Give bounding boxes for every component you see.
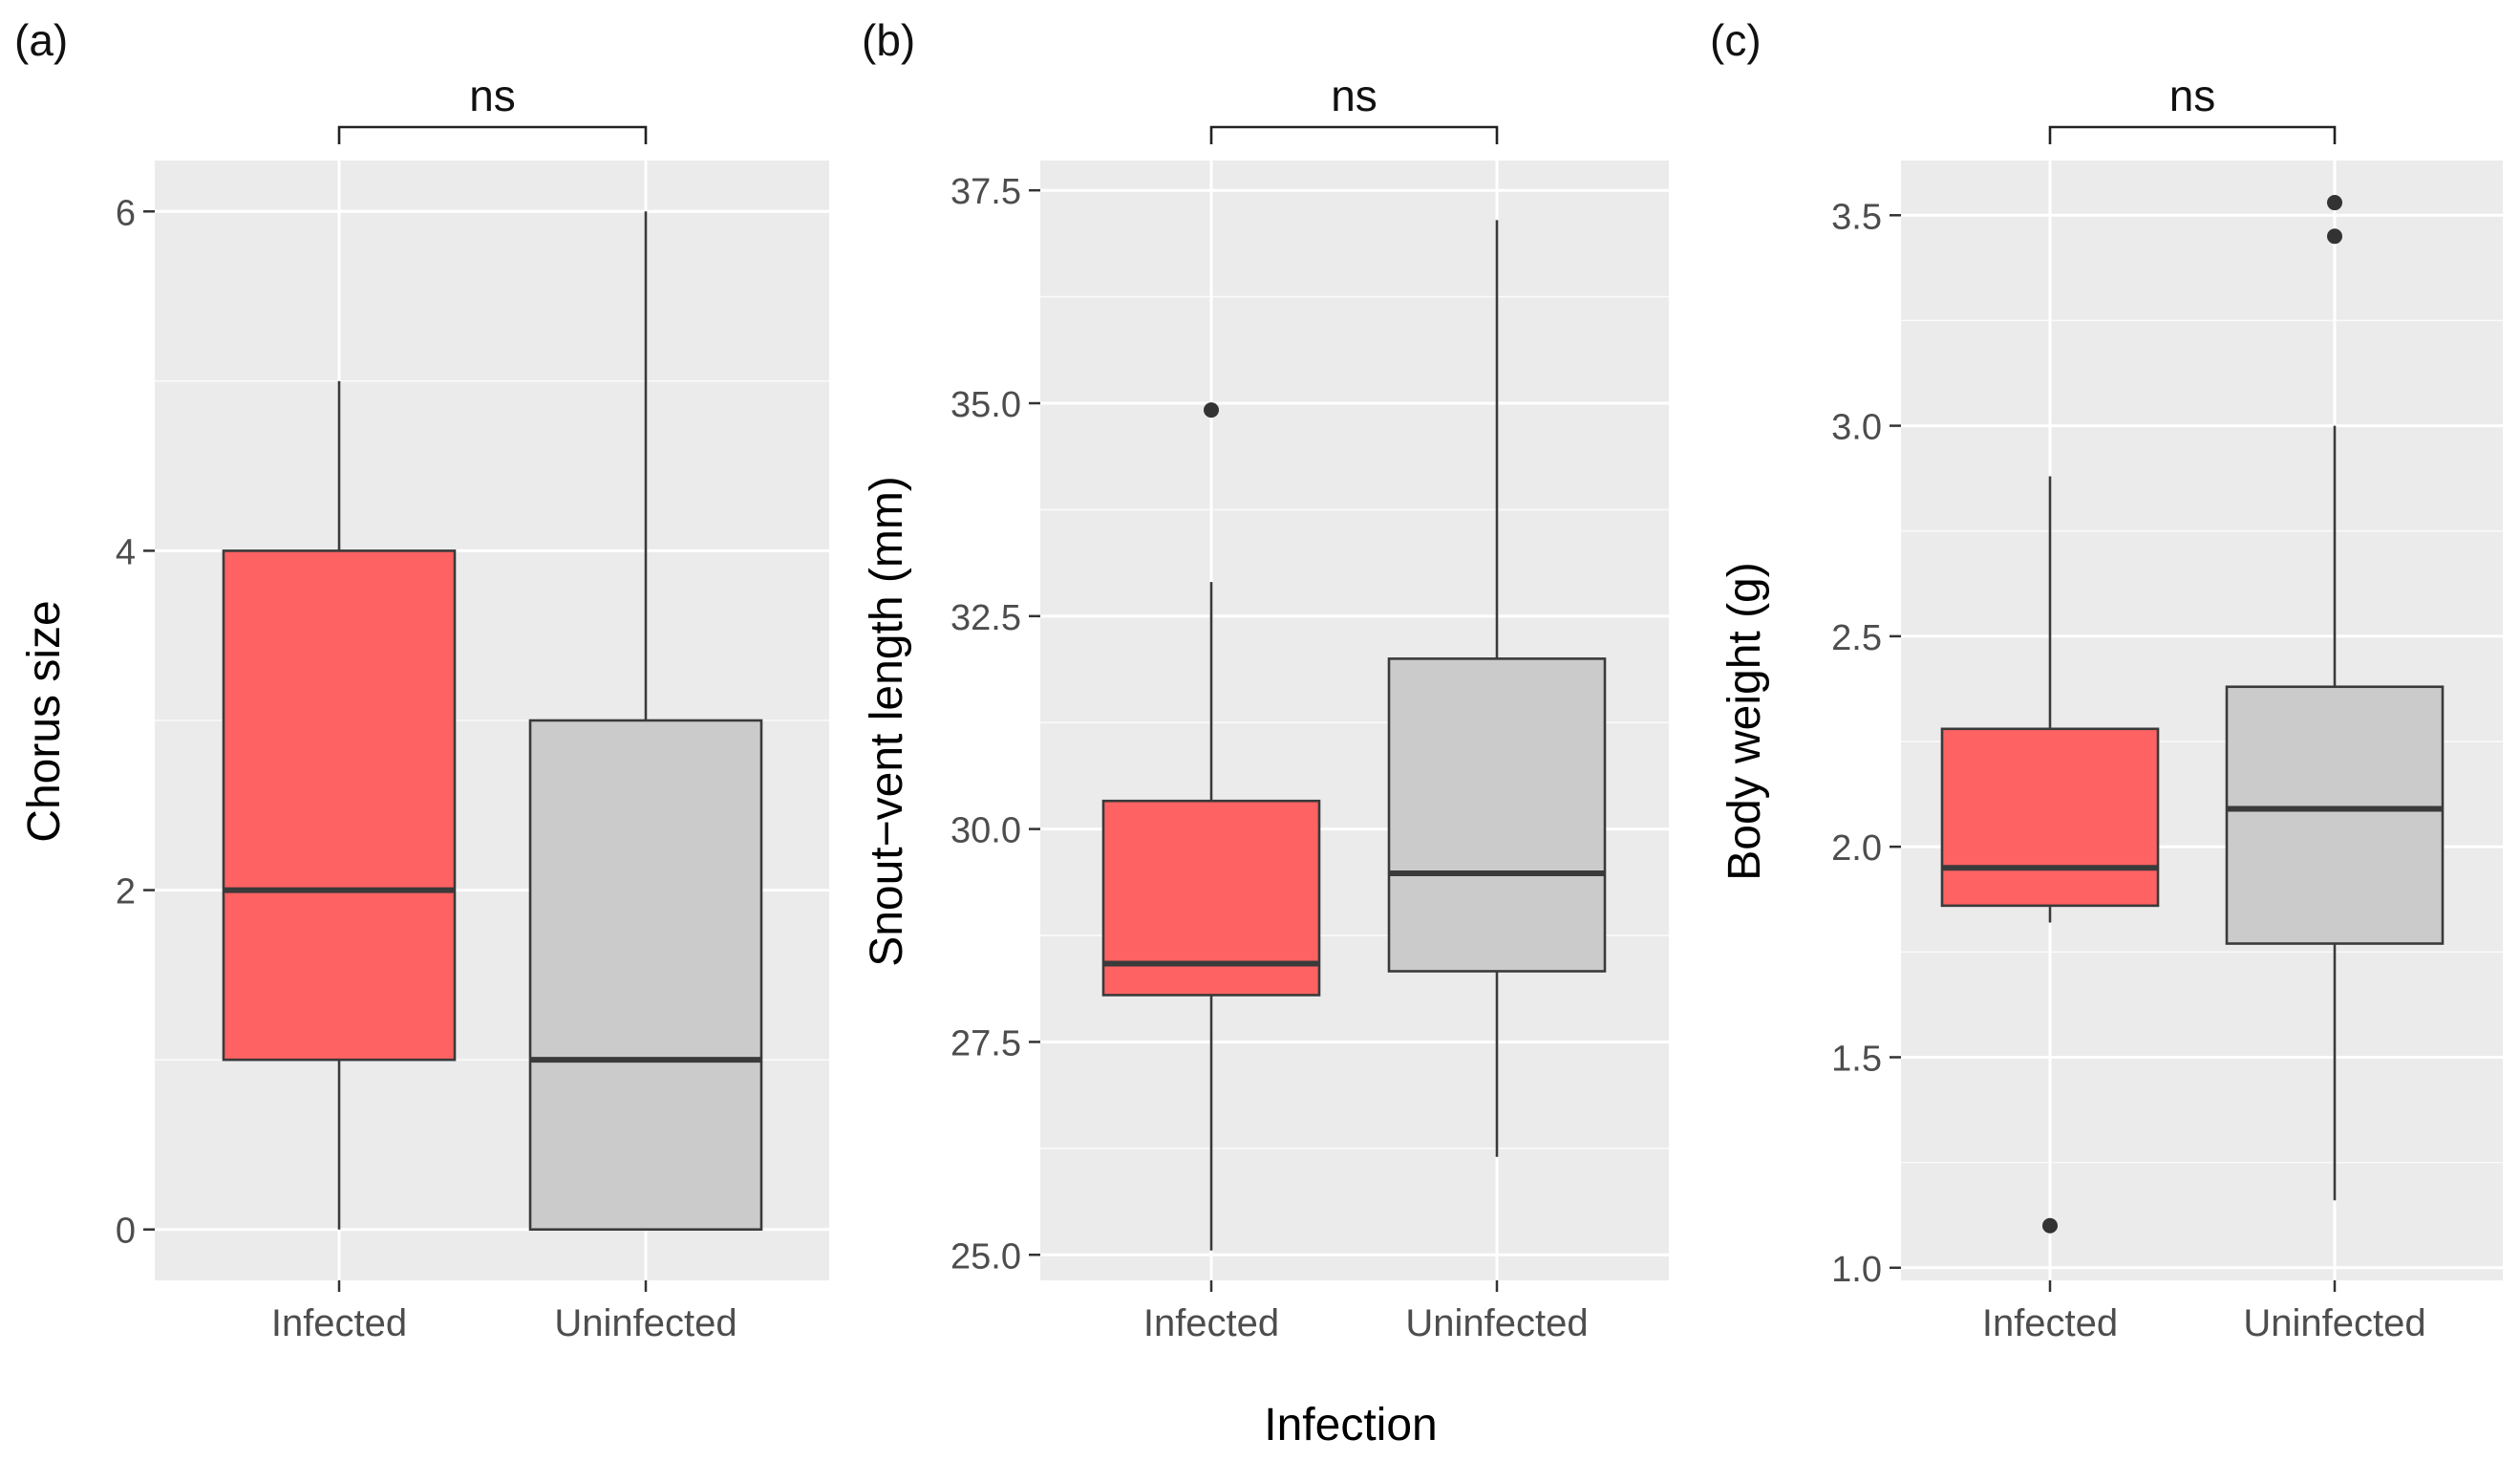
y-tick-label: 3.0 (1831, 408, 1882, 448)
significance-bracket (2048, 125, 2337, 144)
box-uninfected (528, 211, 763, 1232)
box-uninfected (1387, 220, 1607, 1157)
y-tick-label: 25.0 (950, 1236, 1021, 1277)
y-tick-label: 3.5 (1831, 197, 1882, 237)
outlier-point (2042, 1217, 2058, 1234)
y-tick-label: 32.5 (950, 598, 1021, 638)
x-tick-label: Uninfected (2243, 1302, 2425, 1344)
y-tick-label: 2.5 (1831, 618, 1882, 658)
y-tick-label: 35.0 (950, 385, 1021, 425)
panel-b: 25.0 27.5 30.0 32.5 35.0 37.5 Infected Uninfect… (862, 15, 1669, 1344)
iqr-box (1387, 657, 1607, 973)
x-tick-label: Infected (271, 1302, 407, 1344)
significance-bracket (1209, 125, 1499, 144)
panel-c: 1.0 1.5 2.0 2.5 3.0 3.5 Infected Uninfected ns (c… (1710, 15, 2503, 1344)
y-tick-label: 2 (116, 872, 136, 912)
y-tick-label: 4 (116, 532, 136, 572)
y-tick-label: 6 (116, 193, 136, 233)
box-infected (1940, 476, 2160, 1234)
significance-label: ns (2169, 71, 2216, 120)
y-tick-label: 30.0 (950, 811, 1021, 851)
y-axis-label: Snout−vent length (mm) (862, 476, 912, 967)
box-infected (1101, 402, 1321, 1251)
panel-label: (b) (862, 15, 915, 65)
y-axis-label: Chorus size (19, 600, 70, 842)
y-tick-label: 37.5 (950, 172, 1021, 212)
iqr-box (2225, 685, 2445, 945)
outlier-point (2327, 195, 2342, 211)
x-tick-label: Uninfected (554, 1302, 737, 1344)
x-tick-label: Infected (1982, 1302, 2118, 1344)
panel-a: 0 2 4 6 Infected Uninfected ns (a) Chorus size (14, 15, 829, 1344)
outlier-point (2327, 228, 2342, 245)
y-tick-label: 0 (116, 1212, 136, 1252)
iqr-box (1940, 727, 2160, 908)
y-tick-label: 1.0 (1831, 1250, 1882, 1290)
y-tick-label: 1.5 (1831, 1039, 1882, 1079)
y-axis-label: Body weight (g) (1719, 562, 1770, 881)
significance-label: ns (469, 71, 516, 120)
y-tick-label: 2.0 (1831, 828, 1882, 869)
x-tick-label: Infected (1143, 1302, 1279, 1344)
box-infected (222, 380, 457, 1230)
panel-label: (a) (14, 15, 68, 65)
panel-label: (c) (1710, 15, 1762, 65)
shared-x-axis-label: Infection (1264, 1400, 1437, 1450)
iqr-box (528, 719, 763, 1232)
outlier-point (1204, 402, 1219, 419)
y-tick-label: 27.5 (950, 1023, 1021, 1063)
significance-bracket (337, 125, 648, 144)
x-tick-label: Uninfected (1405, 1302, 1588, 1344)
significance-label: ns (1331, 71, 1377, 120)
box-uninfected (2225, 195, 2445, 1201)
iqr-box (222, 549, 457, 1062)
